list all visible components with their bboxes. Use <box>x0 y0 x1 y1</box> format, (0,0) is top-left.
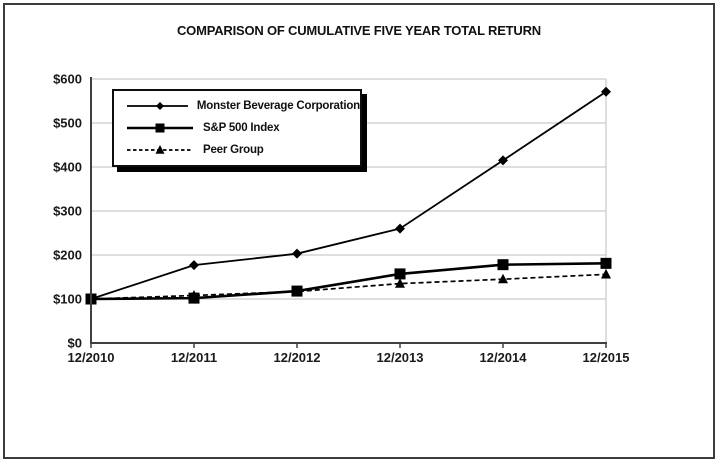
chart-legend: Monster Beverage Corporation S&P 500 Inde… <box>112 89 362 167</box>
data-point-monster-beverage-corporation-12/2013 <box>395 223 405 234</box>
legend-sample-diamond-icon <box>127 102 188 110</box>
x-axis-label-5: 12/2015 <box>583 350 630 365</box>
series-line-monster-beverage-corporation <box>90 91 607 300</box>
legend-item-monster-beverage-corporation: Monster Beverage Corporation <box>126 98 360 114</box>
data-point-s-p-500-index-12/2014 <box>497 259 509 271</box>
series-line-peer-group <box>90 273 607 300</box>
data-point-peer-group-12/2014 <box>498 273 508 284</box>
y-axis-label-500: $500 <box>53 116 82 131</box>
data-point-s-p-500-index-12/2015 <box>600 257 612 269</box>
y-axis-label-0: $0 <box>68 336 82 351</box>
data-point-s-p-500-index-12/2013 <box>394 268 406 280</box>
data-point-peer-group-12/2013 <box>395 278 405 288</box>
data-point-monster-beverage-corporation-12/2015 <box>601 86 611 97</box>
y-axis-label-300: $300 <box>53 204 82 219</box>
data-point-peer-group-12/2012 <box>292 286 302 296</box>
legend-label: S&P 500 Index <box>203 122 280 134</box>
x-axis-label-2: 12/2012 <box>274 350 321 365</box>
x-axis-label-3: 12/2013 <box>377 350 424 365</box>
legend-sample-square-icon <box>127 123 193 133</box>
data-point-peer-group-12/2015 <box>601 268 611 279</box>
x-axis-label-4: 12/2014 <box>480 350 528 365</box>
data-point-monster-beverage-corporation-12/2014 <box>498 155 508 166</box>
y-axis-label-600: $600 <box>53 72 82 87</box>
data-point-peer-group-12/2011 <box>189 289 199 300</box>
legend-item-s-p-500-index: S&P 500 Index <box>126 120 360 136</box>
legend-item-peer-group: Peer Group <box>126 142 360 158</box>
series-line-s-p-500-index <box>90 262 607 301</box>
data-point-monster-beverage-corporation-12/2011 <box>189 260 199 271</box>
legend-label: Peer Group <box>203 144 264 156</box>
chart-plot-area: $0 $100 $200 $300 $400 $500 $600 12/2010 12/2011… <box>53 72 630 366</box>
legend-sample-triangle-icon <box>127 145 193 154</box>
y-axis-label-400: $400 <box>53 160 82 175</box>
chart-title: COMPARISON OF CUMULATIVE FIVE YEAR TOTAL… <box>176 23 541 38</box>
figure-frame: COMPARISON OF CUMULATIVE FIVE YEAR TOTAL… <box>3 3 715 459</box>
y-axis-label-200: $200 <box>53 248 82 263</box>
data-point-monster-beverage-corporation-12/2012 <box>292 248 302 259</box>
y-axis-label-100: $100 <box>53 292 82 307</box>
x-axis-label-1: 12/2011 <box>171 350 217 365</box>
x-axis-label-0: 12/2010 <box>68 350 115 365</box>
legend-label: Monster Beverage Corporation <box>196 100 360 112</box>
